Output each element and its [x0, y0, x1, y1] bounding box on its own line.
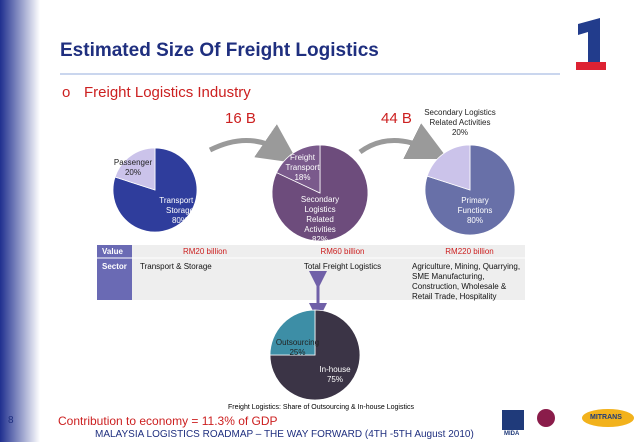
table-cell: Agriculture, Mining, Quarrying, SME Manu… — [412, 262, 521, 301]
slice-name: Transport & Storage — [159, 196, 201, 215]
slice-label: Outsourcing 25% — [275, 338, 320, 358]
slice-value: 75% — [326, 375, 343, 384]
footer: MALAYSIA LOGISTICS ROADMAP – THE WAY FOR… — [95, 429, 474, 440]
logo-one — [578, 18, 600, 66]
table-header: Value — [102, 247, 123, 256]
logo-mida — [502, 410, 524, 430]
slice-label: Passenger 20% — [108, 158, 158, 178]
pie-slice — [114, 147, 156, 191]
bullet: Freight Logistics Industry — [84, 84, 251, 101]
table-cell: Total Freight Logistics — [303, 262, 382, 271]
table-cell: RM20 billion — [182, 247, 228, 256]
table-cell: Transport & Storage — [140, 262, 212, 271]
table-header-bg — [97, 245, 132, 300]
slice-name: Primary Functions — [457, 196, 493, 215]
side-band — [0, 0, 40, 442]
logo-flag — [576, 62, 606, 70]
slice-name: Secondary Logistics Related Activities — [300, 195, 340, 234]
slice-label: Primary Functions 80% — [450, 196, 500, 226]
pie-slice — [269, 309, 316, 356]
slice-label: In-house 75% — [315, 365, 355, 385]
arrow — [358, 123, 448, 159]
slice-value: 80% — [466, 216, 483, 225]
title: Estimated Size Of Freight Logistics — [60, 40, 379, 61]
bullet-marker: o — [62, 84, 71, 101]
pie-slice — [276, 144, 321, 194]
slice-value: 18% — [294, 173, 311, 182]
arrow-label: 16 B — [225, 110, 256, 127]
contribution: Contribution to economy = 11.3% of GDP — [58, 414, 278, 428]
slice-value: 20% — [451, 128, 468, 137]
slice-name: Outsourcing — [275, 338, 320, 347]
slice-name: Passenger — [113, 158, 153, 167]
slice-label: Transport & Storage 80% — [145, 196, 215, 226]
table-cell: RM220 billion — [445, 247, 494, 256]
page-number: 8 — [8, 415, 14, 426]
slice-value: 25% — [289, 348, 306, 357]
arrow-label: 44 B — [381, 110, 412, 127]
pie-slice — [269, 309, 361, 401]
logo-text: MIDA — [504, 431, 520, 437]
slice-name: In-house — [319, 365, 351, 374]
slice-label: Freight Transport 18% — [285, 153, 320, 183]
pie-slice — [426, 144, 471, 191]
logo-text: MITRANS — [590, 414, 622, 421]
slice-label: Secondary Logistics Related Activities 82… — [290, 195, 350, 245]
slice-label: Secondary Logistics Related Activities 20… — [420, 108, 500, 138]
arrow — [208, 124, 299, 164]
logo-utm — [537, 409, 555, 427]
table-header: Sector — [102, 262, 127, 271]
slice-name: Freight Transport — [285, 153, 320, 172]
slice-name: Secondary Logistics Related Activities — [424, 108, 496, 127]
slice-value: 82% — [311, 235, 328, 244]
slice-value: 80% — [171, 216, 188, 225]
slice-value: 20% — [124, 168, 141, 177]
logo-mitrans — [582, 409, 634, 427]
table-cell: RM60 billion — [320, 247, 365, 256]
caption: Freight Logistics: Share of Outsourcing … — [228, 404, 414, 411]
